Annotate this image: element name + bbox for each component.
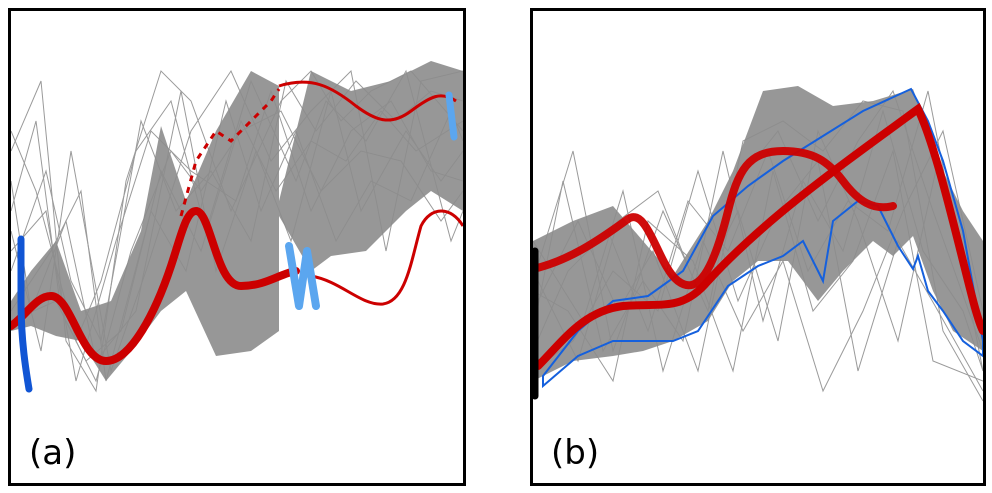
marker-dark-blue-icon bbox=[17, 235, 33, 393]
marker-light-blue-n-icon bbox=[285, 242, 320, 310]
panel-b-plot bbox=[533, 86, 983, 402]
mean-curve-diagonal bbox=[534, 102, 983, 370]
upper-curve bbox=[278, 80, 457, 122]
dotted-connector bbox=[179, 88, 281, 217]
mean-curve-flat bbox=[533, 146, 897, 290]
panel-a: (a) bbox=[8, 8, 466, 486]
panel-a-label: (a) bbox=[29, 433, 77, 473]
panel-b: (b) bbox=[530, 8, 986, 486]
panel-b-label: (b) bbox=[551, 433, 600, 473]
thin-curve bbox=[11, 69, 463, 373]
variance-band bbox=[11, 61, 463, 381]
outline-region bbox=[542, 87, 983, 389]
marker-light-blue-right-icon bbox=[445, 91, 458, 141]
panel-a-plot bbox=[11, 61, 463, 393]
mean-curve bbox=[11, 206, 300, 366]
secondary-curve bbox=[310, 209, 463, 306]
